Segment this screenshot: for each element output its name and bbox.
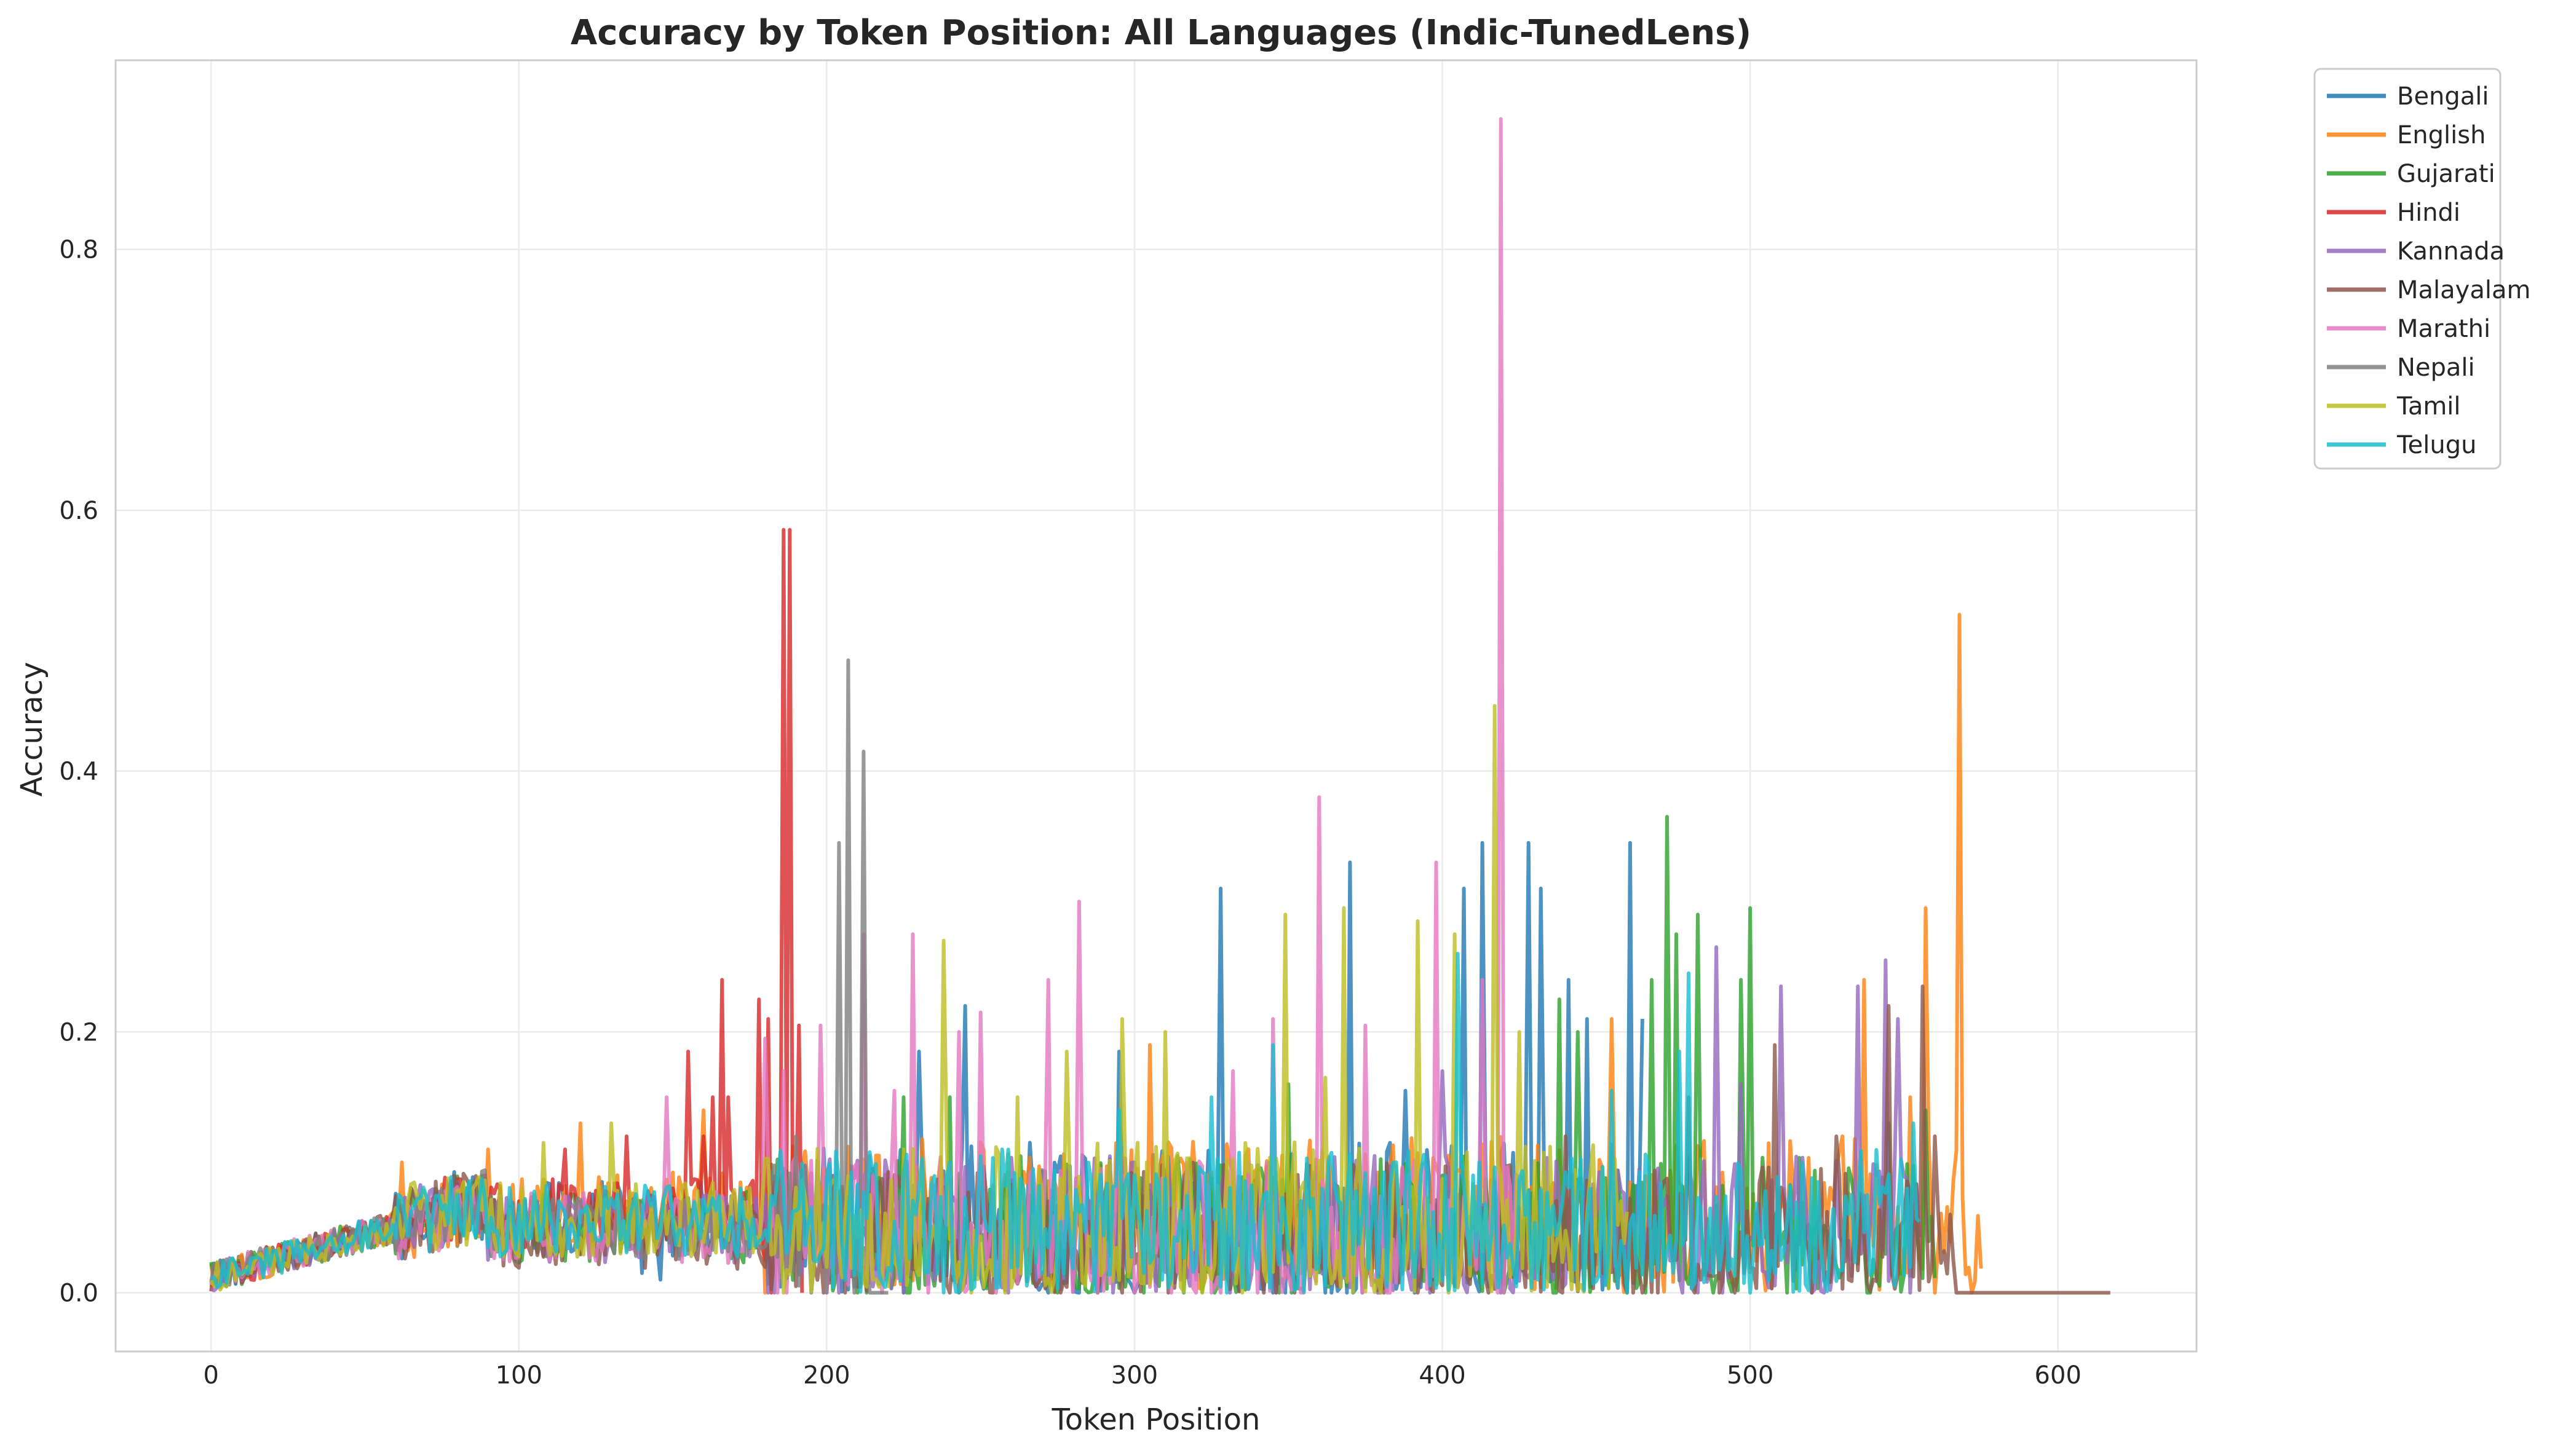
x-tick-label: 0 bbox=[203, 1361, 218, 1390]
chart-title: Accuracy by Token Position: All Language… bbox=[571, 13, 1751, 53]
y-tick-label: 0.2 bbox=[59, 1018, 98, 1046]
y-tick-label: 0.4 bbox=[59, 758, 98, 786]
series-line-telugu bbox=[210, 952, 1921, 1295]
plot-area bbox=[114, 59, 2198, 1353]
legend-label: Bengali bbox=[2397, 82, 2489, 111]
plot-background bbox=[116, 60, 2197, 1351]
y-axis-label: Accuracy bbox=[15, 662, 49, 796]
legend-label: Nepali bbox=[2397, 354, 2475, 382]
y-axis-ticks: 0.0 0.2 0.4 0.6 0.8 bbox=[59, 236, 98, 1308]
legend-label: Malayalam bbox=[2397, 276, 2530, 304]
x-tick-label: 100 bbox=[496, 1361, 542, 1390]
legend-label: English bbox=[2397, 121, 2486, 149]
legend-label: Hindi bbox=[2397, 199, 2460, 227]
series-lines bbox=[209, 117, 2110, 1295]
x-tick-label: 600 bbox=[2035, 1361, 2082, 1390]
y-tick-label: 0.6 bbox=[59, 497, 98, 525]
x-tick-label: 300 bbox=[1111, 1361, 1158, 1390]
legend-label: Gujarati bbox=[2397, 160, 2495, 188]
legend-label: Kannada bbox=[2397, 237, 2505, 266]
legend-label: Marathi bbox=[2397, 315, 2490, 343]
legend-label: Telugu bbox=[2396, 431, 2476, 459]
x-tick-label: 200 bbox=[803, 1361, 850, 1390]
x-tick-label: 400 bbox=[1419, 1361, 1465, 1390]
series-line-tamil bbox=[209, 704, 1629, 1295]
x-tick-label: 500 bbox=[1727, 1361, 1773, 1390]
legend: Bengali English Gujarati Hindi Kannada Malaya… bbox=[2313, 68, 2530, 470]
legend-label: Tamil bbox=[2396, 392, 2461, 421]
y-tick-label: 0.8 bbox=[59, 236, 98, 264]
legend-items: Bengali English Gujarati Hindi Kannada Malaya… bbox=[2327, 82, 2530, 459]
y-tick-label: 0.0 bbox=[59, 1280, 98, 1308]
x-axis-label: Token Position bbox=[1052, 1403, 1261, 1437]
plot-frame bbox=[114, 59, 2198, 1353]
x-axis-ticks: 0 100 200 300 400 500 600 bbox=[203, 1361, 2081, 1390]
